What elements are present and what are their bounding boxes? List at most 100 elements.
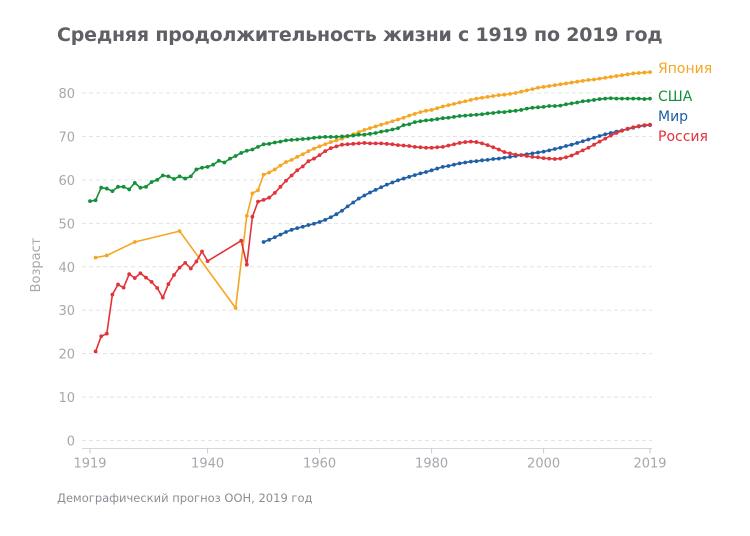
data-point [205, 259, 210, 264]
data-point [541, 149, 546, 154]
data-point [317, 220, 322, 224]
data-point [121, 285, 126, 290]
data-point [608, 133, 613, 138]
data-point [284, 138, 288, 143]
data-point [300, 152, 305, 157]
data-point [569, 142, 574, 147]
data-point [474, 140, 479, 144]
data-point [480, 158, 484, 163]
data-point [300, 164, 305, 169]
data-point [468, 159, 473, 164]
data-point [418, 119, 423, 124]
y-tick-label: 80 [58, 87, 75, 102]
data-point [524, 106, 529, 111]
data-point [480, 141, 484, 146]
data-point [608, 75, 613, 79]
data-point [317, 135, 322, 140]
data-point [110, 189, 115, 194]
data-point [390, 180, 395, 185]
data-point [435, 166, 440, 171]
data-point [631, 125, 636, 130]
data-point [194, 167, 199, 172]
data-point [418, 145, 423, 150]
data-point [379, 185, 384, 190]
data-point [597, 134, 602, 138]
data-point [446, 143, 451, 148]
data-point [188, 266, 193, 271]
data-point [536, 150, 540, 155]
data-point [508, 151, 512, 156]
data-point [575, 100, 580, 105]
x-axis: 1919 1940 1960 1980 2000 2019 [73, 448, 667, 472]
data-point [435, 145, 440, 150]
data-point [317, 144, 322, 149]
data-point [424, 145, 428, 150]
data-point [205, 164, 210, 169]
data-point [200, 165, 204, 170]
data-point [502, 92, 507, 97]
data-point [323, 134, 328, 139]
data-point [110, 292, 115, 297]
data-point [99, 185, 104, 190]
data-point [468, 98, 473, 102]
x-tick-label: 2000 [527, 457, 560, 472]
data-point [284, 178, 288, 183]
data-point [552, 147, 557, 151]
series-line [89, 97, 651, 202]
data-point [485, 143, 490, 148]
data-point [244, 214, 249, 218]
data-point [194, 259, 199, 264]
data-point [256, 199, 260, 204]
data-point [278, 232, 283, 237]
data-point [496, 93, 501, 98]
data-point [407, 113, 412, 118]
y-tick-label: 70 [58, 130, 75, 145]
x-tick-label: 1919 [73, 457, 106, 472]
data-point [440, 144, 445, 149]
data-point [155, 177, 160, 182]
data-point [272, 235, 277, 240]
data-point [362, 141, 367, 145]
data-point [502, 150, 507, 154]
data-point [93, 255, 98, 260]
legend-label: США [658, 89, 693, 105]
data-point [384, 128, 389, 133]
data-point [547, 104, 552, 108]
data-point [440, 164, 445, 169]
data-point [149, 180, 154, 184]
data-point [474, 159, 479, 164]
data-point [306, 136, 311, 141]
data-point [586, 145, 591, 150]
data-point [261, 172, 266, 177]
data-point [200, 249, 204, 254]
data-point [138, 185, 143, 190]
data-point [356, 130, 361, 134]
data-point [642, 70, 647, 75]
data-point [519, 108, 524, 112]
data-point [127, 272, 132, 277]
data-point [558, 145, 563, 150]
data-point [228, 156, 232, 161]
data-point [250, 147, 255, 152]
data-point [429, 168, 434, 173]
data-point [239, 238, 244, 243]
x-tick-label: 2019 [633, 457, 666, 472]
data-point [244, 262, 249, 267]
data-point [597, 139, 602, 144]
data-point [580, 78, 585, 83]
data-point [491, 94, 496, 98]
data-point [642, 123, 647, 128]
data-point [116, 282, 120, 287]
data-point [530, 151, 535, 156]
data-point [278, 139, 283, 144]
y-tick-label: 20 [58, 348, 75, 363]
data-point [272, 191, 277, 195]
series-3 [93, 122, 652, 354]
data-point [502, 155, 507, 160]
data-point [160, 295, 165, 300]
data-point [278, 163, 283, 168]
data-point [463, 113, 468, 118]
data-point [172, 273, 176, 277]
data-point [284, 160, 288, 164]
